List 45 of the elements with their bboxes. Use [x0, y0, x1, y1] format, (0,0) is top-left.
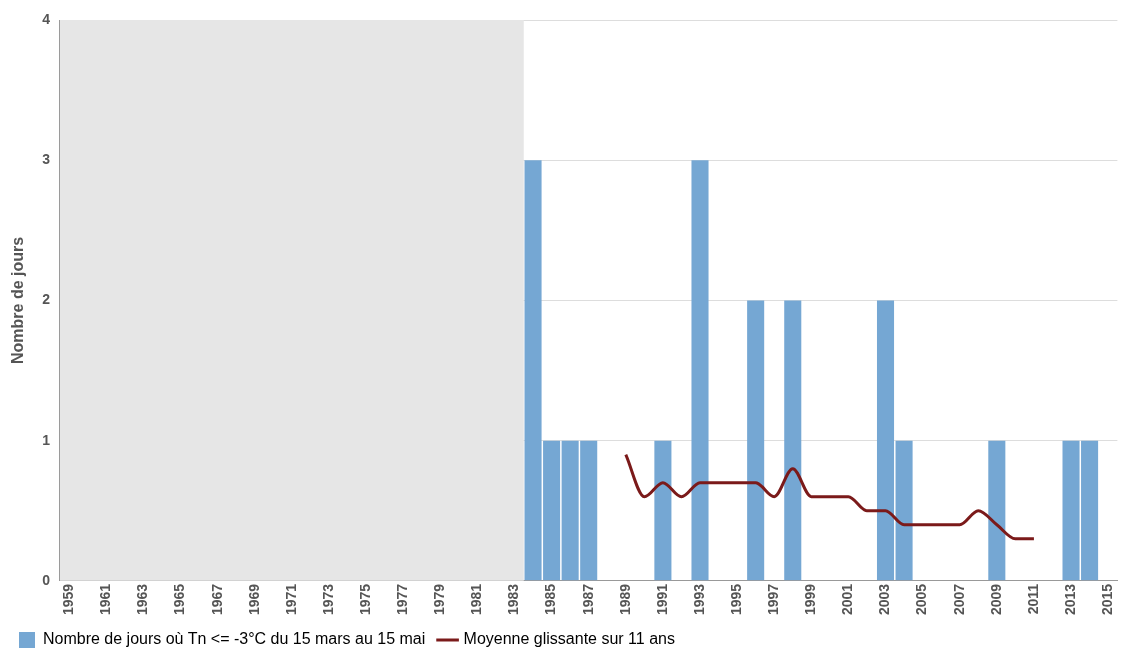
x-tick-label: 1973	[319, 583, 336, 616]
x-tick-label: 1985	[542, 583, 559, 616]
x-tick-label: 2011	[1024, 583, 1041, 615]
x-tick-label: 1999	[802, 583, 819, 616]
x-tick-label: 1961	[97, 583, 114, 616]
x-tick-label: 1959	[60, 583, 77, 616]
x-tick-label: 2001	[839, 583, 856, 616]
y-tick-label: 0	[42, 571, 51, 588]
x-tick-label: 1981	[468, 583, 485, 616]
x-tick-label: 1975	[356, 583, 373, 616]
x-tick-label: 2003	[876, 583, 893, 616]
x-tick-label: 1987	[579, 583, 596, 616]
x-tick-label: 1965	[171, 583, 188, 616]
y-tick-label: 4	[42, 10, 51, 27]
x-tick-label: 1991	[653, 583, 670, 616]
line-series	[624, 453, 1036, 541]
y-tick-label: 1	[42, 431, 51, 448]
bar	[895, 440, 913, 581]
x-tick-label: 2005	[913, 583, 930, 616]
x-tick-label: 1997	[765, 583, 782, 616]
x-tick-label: 2009	[987, 583, 1004, 616]
x-tick-label: 1977	[394, 583, 411, 616]
bar	[691, 160, 709, 581]
x-tick-label: 1993	[690, 583, 707, 616]
bar	[784, 300, 802, 581]
x-tick-label: 1983	[505, 583, 522, 616]
x-tick-label: 2007	[950, 583, 967, 616]
x-tick-label: 1989	[616, 583, 633, 616]
x-tick-label: 1967	[208, 583, 225, 616]
bar	[876, 300, 895, 581]
y-tick-label: 2	[42, 291, 51, 308]
y-tick-label: 3	[42, 151, 51, 168]
x-tick-label: 1979	[431, 583, 448, 616]
bar	[747, 300, 765, 581]
x-tick-label: 2013	[1061, 583, 1078, 616]
x-tick-label: 1963	[134, 583, 151, 616]
y-axis-title: Nombre de jours	[9, 236, 27, 364]
legend-label: Moyenne glissante sur 11 ans	[463, 630, 675, 648]
x-tick-label: 1995	[727, 583, 744, 616]
bar	[654, 440, 672, 581]
x-tick-label: 1971	[282, 583, 299, 616]
x-tick-label: 2015	[1098, 583, 1115, 616]
x-tick-label: 1969	[245, 583, 262, 616]
bar	[988, 440, 1006, 581]
legend-label: Nombre de jours où Tn <= -3°C du 15 mars au 15 mai	[43, 630, 426, 648]
